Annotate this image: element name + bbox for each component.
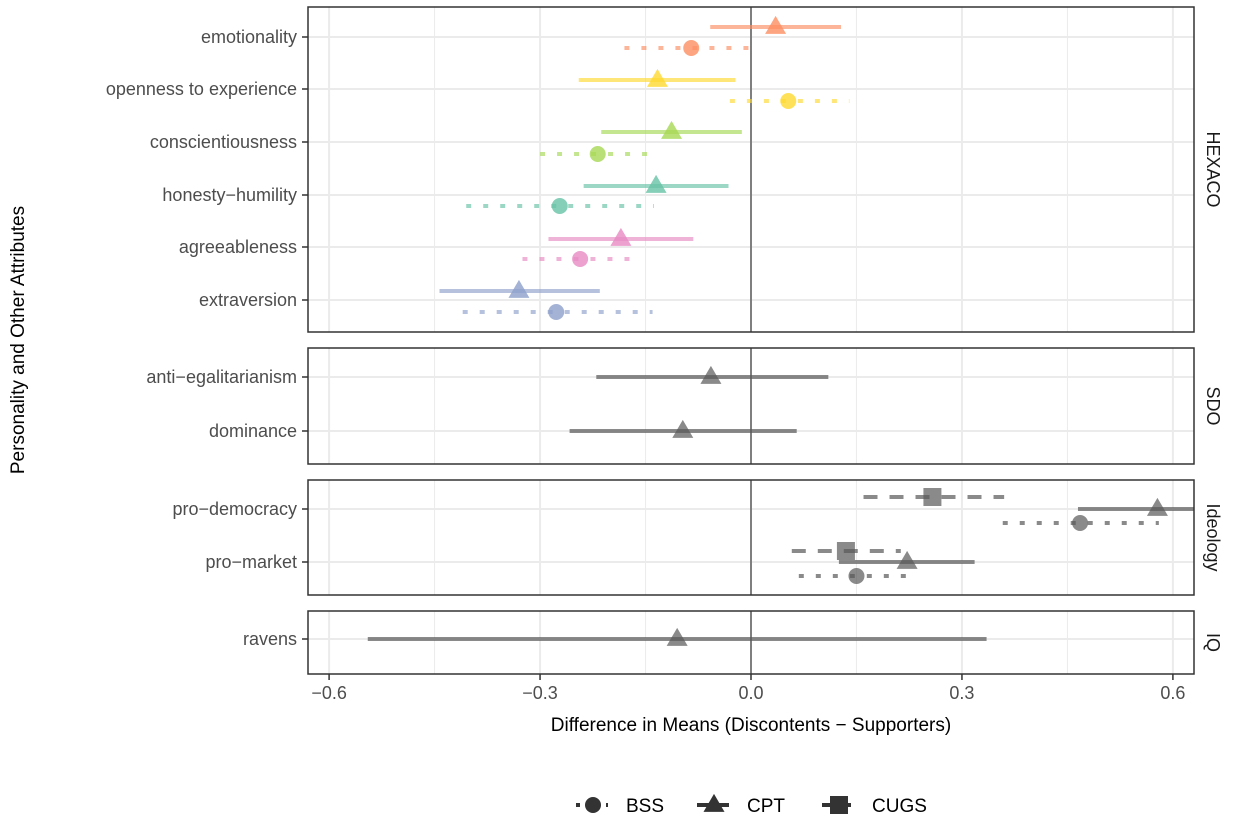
panel-ideology: pro−democracy pro−market Ideology	[172, 479, 1223, 596]
y-tick-label: pro−market	[205, 552, 297, 572]
x-tick-label: −0.3	[522, 683, 558, 703]
point-bss	[1072, 515, 1089, 531]
point-cugs	[836, 542, 855, 560]
y-tick-label: conscientiousness	[150, 132, 297, 152]
point-cpt	[700, 365, 722, 384]
legend-item-bss: BSS	[576, 796, 664, 817]
facet-strip-label: HEXACO	[1203, 131, 1223, 207]
legend-key-triangle	[703, 793, 725, 812]
panel-sdo: anti−egalitarianism dominance SDO	[146, 347, 1223, 465]
point-cugs	[923, 488, 942, 506]
point-bss	[589, 146, 606, 162]
legend: BSS CPT CUGS	[576, 793, 927, 817]
y-tick-label: emotionality	[201, 27, 297, 47]
point-bss	[551, 198, 568, 214]
point-cpt	[661, 120, 683, 139]
x-tick-label: 0.3	[949, 683, 974, 703]
panel-hexaco: emotionality openness to experience consci…	[106, 6, 1223, 333]
point-cpt	[666, 627, 688, 646]
y-tick-label: anti−egalitarianism	[146, 367, 297, 387]
legend-label: CUGS	[872, 796, 927, 817]
point-cpt	[765, 15, 787, 34]
legend-key-square	[830, 796, 848, 814]
point-bss	[848, 568, 865, 584]
point-cpt	[508, 279, 530, 298]
y-tick-label: agreeableness	[179, 237, 297, 257]
row-anti−egalitarianism	[596, 365, 829, 384]
legend-label: BSS	[626, 796, 664, 817]
point-cpt	[645, 174, 667, 193]
x-axis-title: Difference in Means (Discontents − Suppo…	[551, 715, 951, 736]
x-tick-label: −0.6	[311, 683, 347, 703]
panel-border	[307, 6, 1195, 333]
y-tick-label: extraversion	[199, 290, 297, 310]
panel-estimates	[569, 365, 829, 438]
y-axis-title: Personality and Other Attributes	[8, 206, 29, 474]
panel-iq: ravens IQ	[243, 610, 1223, 675]
facet-strip-label: Ideology	[1203, 503, 1223, 571]
row-extraversion	[439, 279, 653, 320]
row-pro−market	[791, 542, 975, 584]
row-honesty−humility	[466, 174, 729, 214]
legend-item-cugs: CUGS	[822, 796, 927, 817]
point-bss	[683, 40, 700, 56]
panel-estimates	[439, 15, 850, 320]
row-emotionality	[624, 15, 842, 56]
y-tick-label: dominance	[209, 421, 297, 441]
panel-estimates	[367, 627, 987, 646]
facet-strip-label: IQ	[1203, 633, 1223, 652]
row-openness to experience	[578, 68, 850, 109]
row-agreeableness	[522, 227, 694, 267]
row-ravens	[367, 627, 987, 646]
point-cpt	[610, 227, 632, 246]
point-bss	[572, 251, 589, 267]
row-dominance	[569, 419, 797, 438]
point-cpt	[1146, 497, 1168, 516]
point-cpt	[672, 419, 694, 438]
legend-key-circle	[585, 797, 601, 813]
point-bss	[780, 93, 797, 109]
legend-item-cpt: CPT	[697, 793, 785, 817]
row-pro−democracy	[863, 488, 1194, 531]
y-tick-label: ravens	[243, 629, 297, 649]
point-bss	[548, 304, 565, 320]
panel-estimates	[791, 488, 1194, 584]
point-cpt	[646, 68, 668, 87]
row-conscientiousness	[540, 120, 742, 162]
panel-border	[307, 347, 1195, 465]
x-tick-label: 0.6	[1160, 683, 1185, 703]
point-cpt	[896, 550, 918, 569]
panel-border	[307, 479, 1195, 596]
x-tick-label: 0.0	[738, 683, 763, 703]
facet-strip-label: SDO	[1203, 386, 1223, 425]
y-tick-label: honesty−humility	[162, 185, 297, 205]
y-tick-label: openness to experience	[106, 79, 297, 99]
y-tick-label: pro−democracy	[172, 499, 297, 519]
legend-label: CPT	[747, 796, 785, 817]
